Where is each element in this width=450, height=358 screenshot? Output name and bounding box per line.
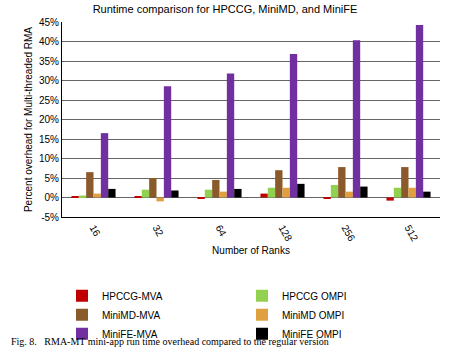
svg-text:5%: 5% <box>45 173 60 184</box>
svg-text:256: 256 <box>339 223 357 243</box>
svg-text:MiniMD OMPI: MiniMD OMPI <box>282 310 344 321</box>
svg-text:32: 32 <box>150 223 165 239</box>
svg-text:HPCCG OMPI: HPCCG OMPI <box>282 291 346 302</box>
svg-text:0%: 0% <box>45 192 60 203</box>
svg-text:Number of Ranks: Number of Ranks <box>212 245 290 256</box>
svg-text:10%: 10% <box>39 153 59 164</box>
svg-text:Percent overhead for Multi-thr: Percent overhead for Multi-threaded RMA <box>23 27 34 212</box>
svg-text:MiniMD-MVA: MiniMD-MVA <box>102 310 160 321</box>
svg-text:512: 512 <box>402 223 420 243</box>
svg-text:40%: 40% <box>39 36 59 47</box>
svg-text:16: 16 <box>87 223 102 239</box>
svg-text:30%: 30% <box>39 75 59 86</box>
svg-text:128: 128 <box>276 223 294 243</box>
svg-text:45%: 45% <box>39 17 59 28</box>
svg-text:35%: 35% <box>39 56 59 67</box>
svg-text:15%: 15% <box>39 134 59 145</box>
svg-text:MiniFE OMPI: MiniFE OMPI <box>282 329 341 340</box>
svg-text:25%: 25% <box>39 95 59 106</box>
svg-text:Fig. 8. RMA-MT mini-app run: Fig. 8. RMA-MT mini-app run time overhea… <box>11 336 329 347</box>
svg-text:-5%: -5% <box>41 212 59 223</box>
svg-text:20%: 20% <box>39 114 59 125</box>
svg-text:HPCCG-MVA: HPCCG-MVA <box>102 291 163 302</box>
svg-text:64: 64 <box>213 223 228 239</box>
svg-text:Runtime comparison for HPCCG,: Runtime comparison for HPCCG, MiniMD, an… <box>93 3 358 15</box>
svg-text:MiniFE-MVA: MiniFE-MVA <box>102 329 158 340</box>
